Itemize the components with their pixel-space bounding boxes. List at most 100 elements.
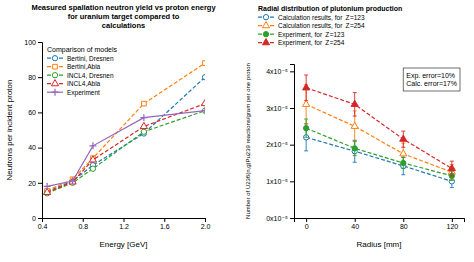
series <box>44 107 205 190</box>
chart-title-line: for uranium target compared to <box>68 12 180 21</box>
y-axis-line <box>290 65 295 219</box>
y-axis-tick: 80 <box>28 74 42 81</box>
data-point <box>44 183 51 190</box>
legend-item: Bertini,Abla <box>47 63 101 70</box>
y-axis-tick-label: 0 <box>32 215 36 222</box>
legend-title: Radial distribution of plutonium product… <box>258 5 402 13</box>
y-axis: 0 20 40 60 80 100 <box>24 39 42 222</box>
annotation: Exp. error=10% <box>406 72 455 80</box>
data-point <box>448 164 455 170</box>
legend-marker <box>52 73 57 78</box>
error-bar <box>401 158 405 169</box>
x-axis-tick: 0.4 <box>38 218 48 230</box>
chart-root: 0.40.81.21.62.0020406080100Energy [GeV]N… <box>0 0 474 262</box>
series <box>44 75 205 195</box>
x-axis-tick-label: 0.4 <box>38 223 48 230</box>
y-axis-tick: 40 <box>28 144 42 151</box>
data-point <box>401 160 406 165</box>
y-axis-tick-label: 3x10⁻⁵ <box>266 105 288 112</box>
series-line <box>47 104 205 193</box>
y-axis-tick-label: 100 <box>24 39 36 46</box>
data-point <box>351 122 358 128</box>
y-axis-tick-mark <box>290 108 294 109</box>
y-axis-tick-mark <box>290 145 294 146</box>
x-axis-tick-label: 120 <box>447 223 459 230</box>
series <box>303 85 456 180</box>
y-axis-tick: 60 <box>28 109 42 116</box>
y-axis-tick-mark <box>290 218 294 219</box>
data-point <box>400 135 407 141</box>
y-axis-tick-label: 20 <box>28 180 36 187</box>
legend-label: Calculation results, for Z =123 <box>278 14 365 21</box>
x-axis: 04080120 <box>295 218 465 230</box>
legend-item: INCL4,Abla <box>47 80 101 87</box>
data-point <box>140 122 147 128</box>
data-point <box>351 100 358 106</box>
legend-marker <box>262 39 269 45</box>
x-axis-tick-mark <box>355 218 356 222</box>
series-line <box>306 104 452 172</box>
x-axis-tick: 40 <box>351 218 359 230</box>
chart: 0.40.81.21.62.0020406080100Energy [GeV]N… <box>0 0 474 262</box>
legend-marker <box>52 89 59 96</box>
legend-marker <box>51 80 58 86</box>
x-axis-tick-label: 0.8 <box>78 223 88 230</box>
data-point <box>140 114 147 121</box>
data-point <box>202 108 205 113</box>
series-line <box>47 63 205 191</box>
y-axis-tick-label: 4x10⁻⁵ <box>266 68 288 75</box>
data-point <box>89 156 96 162</box>
series <box>303 124 454 188</box>
series-line <box>47 111 205 187</box>
chart-title: Measured spallation neutron yield vs pro… <box>31 3 216 30</box>
data-point <box>203 61 205 66</box>
y-axis-tick-label: 80 <box>28 74 36 81</box>
x-axis-line <box>43 219 206 223</box>
x-axis-title: Energy [GeV] <box>99 240 147 249</box>
data-point <box>142 101 147 106</box>
series <box>44 99 205 194</box>
series-line <box>306 137 452 181</box>
legend-item: Experiment, for Z =123 <box>258 31 345 39</box>
x-axis: 0.4 0.8 1.2 1.6 2.0 <box>38 218 211 230</box>
annotation-frame <box>403 68 460 91</box>
data-point <box>303 84 310 90</box>
legend-label: INCL4,Abla <box>67 80 101 87</box>
x-axis-tick-label: 2.0 <box>201 223 211 230</box>
x-axis-tick-label: 1.6 <box>160 223 170 230</box>
legend-item: Calculation results, for Z =123 <box>258 14 365 21</box>
y-axis-tick-label: 40 <box>28 144 36 151</box>
x-axis-tick: 1.6 <box>160 218 170 230</box>
y-axis-tick: 0 <box>32 215 42 222</box>
data-point <box>69 178 76 185</box>
data-point <box>201 99 205 105</box>
legend: Comparison of modelsBertini, DresnenBert… <box>47 46 118 97</box>
legend-item: Experiment, for Z =254 <box>258 39 345 47</box>
x-axis-tick-mark <box>403 218 404 222</box>
series-line <box>306 128 452 176</box>
y-axis-tick: 0x10⁻⁵ <box>266 215 294 222</box>
legend-item: INCL4, Dresnen <box>47 72 114 79</box>
legend-title: Comparison of models <box>47 46 118 54</box>
y-axis-tick: 2x10⁻⁵ <box>266 141 294 148</box>
x-axis-tick-label: 1.2 <box>119 223 129 230</box>
x-axis-title: Radius [mm] <box>357 240 402 249</box>
legend: Radial distribution of plutonium product… <box>258 5 402 47</box>
series <box>45 61 205 193</box>
chart-title-line: Measured spallation neutron yield vs pro… <box>31 3 216 12</box>
y-axis-tick-label: 1x10⁻⁵ <box>266 178 288 185</box>
x-axis-tick-mark <box>83 218 84 222</box>
legend-label: Bertini, Dresnen <box>67 55 114 62</box>
y-axis-tick-mark <box>38 148 42 149</box>
error-bar <box>304 119 308 137</box>
x-axis-tick-mark <box>205 218 206 222</box>
y-axis-tick-mark <box>290 71 294 72</box>
data-point <box>202 107 206 114</box>
y-axis-tick-mark <box>38 77 42 78</box>
y-axis-tick-mark <box>38 218 42 219</box>
data-point <box>303 100 310 106</box>
x-axis-tick: 80 <box>400 218 408 230</box>
x-axis-tick: 120 <box>447 218 459 230</box>
y-axis-tick-mark <box>38 42 42 43</box>
x-axis-tick-mark <box>124 218 125 222</box>
